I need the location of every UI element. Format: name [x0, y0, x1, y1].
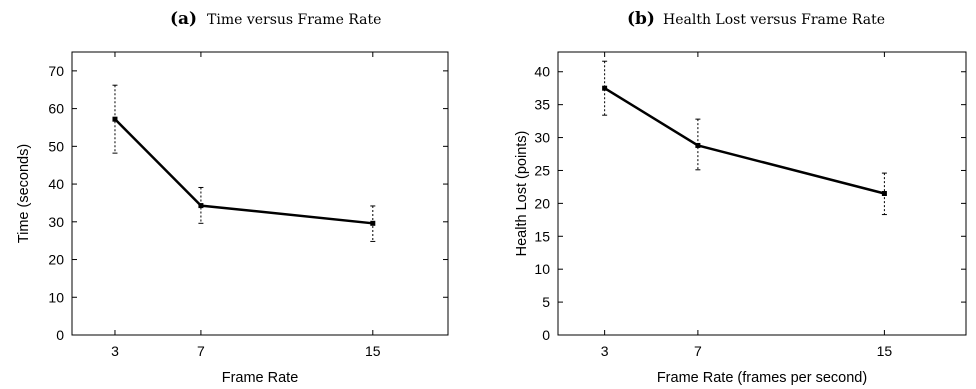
panel-a-y-tick-label: 30 [48, 214, 64, 230]
panel-a-plot-frame [72, 52, 448, 335]
panel-b-y-axis-label: Health Lost (points) [514, 131, 530, 257]
panel-a-x-tick-label: 3 [111, 343, 119, 359]
panel-b-y-tick-label: 20 [534, 195, 550, 211]
panel-a-data-point [112, 117, 117, 122]
panel-a-x-tick-label: 15 [365, 343, 381, 359]
panel-b-series [602, 86, 887, 196]
panel-b-x-tick-label: 15 [877, 343, 893, 359]
panel-b-y-tick-label: 40 [534, 64, 550, 80]
panel-a-x-ticks: 3 7 15 [111, 52, 381, 359]
panel-b-data-point [882, 191, 887, 196]
panel-a-series-line [115, 119, 373, 223]
panel-b-y-tick-label: 35 [534, 97, 550, 113]
panel-a-y-tick-label: 20 [48, 252, 64, 268]
panel-b-y-tick-label: 10 [534, 261, 550, 277]
panel-b-y-tick-label: 0 [542, 327, 550, 343]
panel-b-x-tick-label: 3 [601, 343, 609, 359]
panel-a-y-axis-label: Time (seconds) [16, 144, 32, 243]
panel-b-data-point [695, 143, 700, 148]
panel-a-errorbars [112, 85, 375, 241]
panel-b-y-tick-label: 15 [534, 228, 550, 244]
panel-b-x-tick-label: 7 [694, 343, 702, 359]
panel-a-title: Time versus Frame Rate [207, 12, 381, 28]
panel-b-y-tick-label: 25 [534, 162, 550, 178]
panel-b-data-point [602, 86, 607, 91]
panel-a-y-tick-label: 60 [48, 101, 64, 117]
panel-a-y-ticks: 0 10 20 30 40 50 60 70 [48, 63, 448, 343]
panel-b-x-ticks: 3 7 15 [601, 52, 893, 359]
panel-b-y-tick-label: 5 [542, 294, 550, 310]
panel-a-y-tick-label: 10 [48, 289, 64, 305]
panel-b-title: Health Lost versus Frame Rate [663, 12, 885, 28]
panel-a-x-tick-label: 7 [197, 343, 205, 359]
panel-b-y-tick-label: 30 [534, 130, 550, 146]
panel-a-data-point [198, 203, 203, 208]
panel-b-series-line [605, 88, 885, 193]
panel-a-x-axis-label: Frame Rate [222, 370, 299, 386]
panel-a-time-chart: (a) Time versus Frame Rate 0 10 20 30 40 50 60… [16, 9, 448, 386]
panel-a-y-tick-label: 50 [48, 138, 64, 154]
panel-b-health-chart: (b) Health Lost versus Frame Rate 0 5 10 15… [514, 9, 966, 386]
panel-b-label: (b) [627, 9, 655, 29]
panel-a-y-tick-label: 70 [48, 63, 64, 79]
panel-b-errorbars [602, 61, 887, 214]
panel-b-x-axis-label: Frame Rate (frames per second) [657, 370, 867, 386]
panel-a-data-point [370, 221, 375, 226]
panel-b-y-ticks: 0 5 10 15 20 25 30 35 40 [534, 64, 966, 343]
panel-a-y-tick-label: 0 [56, 327, 64, 343]
panel-a-label: (a) [170, 9, 197, 29]
panel-a-series [112, 117, 375, 226]
panel-a-y-tick-label: 40 [48, 176, 64, 192]
panel-b-plot-frame [558, 52, 966, 335]
